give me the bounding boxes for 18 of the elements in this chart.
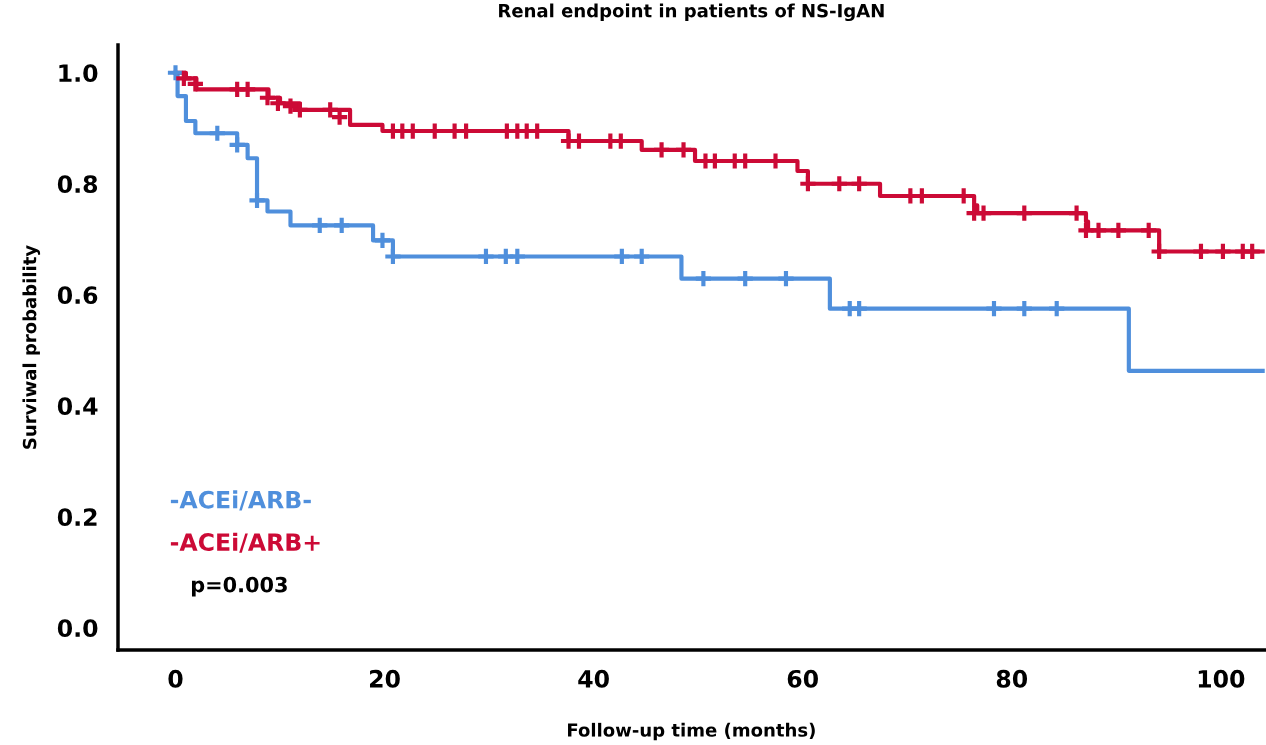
annotation: p=0.003 (192, 576, 287, 597)
x-axis-title: Follow-up time (months) (568, 722, 815, 741)
x-tick-label: 100 (1198, 669, 1245, 688)
x-tick-label: 0 (168, 669, 183, 688)
y-tick-label: 0.2 (57, 508, 97, 527)
y-tick-label: 1.0 (59, 64, 98, 83)
chart-title: Renal endpoint in patients of NS-IgAN (499, 3, 884, 22)
x-tick-label: 20 (370, 669, 400, 688)
x-tick-label: 80 (996, 669, 1028, 688)
x-tick-label: 60 (787, 669, 818, 688)
text: -ACEi/ARB- (170, 490, 311, 511)
y-tick-label: 0.6 (57, 286, 98, 305)
x-tick-label: 40 (578, 669, 609, 688)
y-tick-label: 0.4 (57, 397, 98, 416)
y-tick-label: 0.0 (57, 619, 98, 638)
y-axis-title: Surviwal probability (22, 245, 41, 449)
text: -ACEi/ARB+ (170, 532, 320, 553)
y-tick-label: 0.8 (57, 175, 98, 194)
